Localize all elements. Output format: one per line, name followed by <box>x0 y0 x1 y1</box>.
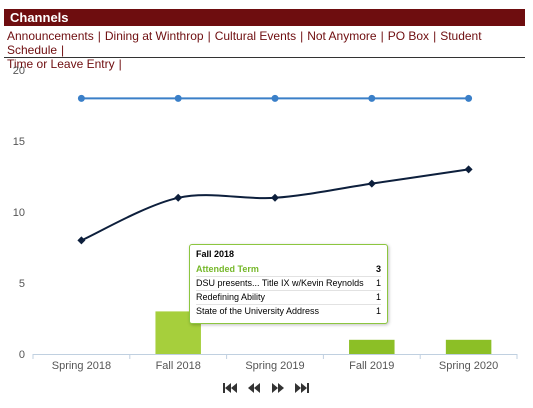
x-tick-label: Fall 2018 <box>156 360 201 372</box>
series-point <box>77 94 85 102</box>
tooltip-title: Fall 2018 <box>196 249 235 259</box>
chart-tooltip: Fall 2018 Attended Term 3 DSU presents..… <box>189 244 388 324</box>
series-point <box>368 94 376 102</box>
tooltip-row-value: 1 <box>375 292 381 302</box>
separator: | <box>300 29 304 43</box>
channel-link-time-leave[interactable]: Time or Leave Entry <box>7 57 115 71</box>
y-tick-label: 15 <box>13 136 25 148</box>
divider <box>4 57 525 58</box>
x-tick-label: Spring 2020 <box>439 360 498 372</box>
tooltip-row-label: Redefining Ability <box>196 292 266 302</box>
channel-link-cultural-events[interactable]: Cultural Events <box>214 29 297 43</box>
x-tick-label: Spring 2019 <box>245 360 304 372</box>
series-point <box>271 193 279 202</box>
chart-navigation <box>221 381 321 395</box>
y-tick-label: 20 <box>13 65 25 77</box>
x-tick-label: Spring 2018 <box>52 360 111 372</box>
series-point <box>77 236 86 245</box>
tooltip-row: State of the University Address 1 <box>196 305 381 318</box>
next-icon[interactable] <box>269 381 287 395</box>
tooltip-header-row: Attended Term 3 <box>196 263 381 277</box>
separator: | <box>433 29 437 43</box>
series-point <box>174 94 182 102</box>
series-point <box>271 94 279 102</box>
channels-header: Channels <box>4 9 525 26</box>
tooltip-row-label: DSU presents... Title IX w/Kevin Reynold… <box>196 278 364 288</box>
channel-link-announcements[interactable]: Announcements <box>7 29 94 43</box>
tooltip-row: Redefining Ability 1 <box>196 291 381 305</box>
bar <box>445 339 492 354</box>
channel-links: Announcements | Dining at Winthrop | Cultura… <box>7 29 522 71</box>
y-tick-label: 5 <box>19 278 25 290</box>
bar <box>349 339 395 354</box>
attendance-chart: 0 5 10 15 20 Spring 2018 Fall 2018 Spring 2019 F… <box>13 65 518 372</box>
tooltip-header-value: 3 <box>375 264 381 274</box>
separator: | <box>61 43 65 57</box>
tooltip-row: DSU presents... Title IX w/Kevin Reynold… <box>196 277 381 291</box>
channel-link-not-anymore[interactable]: Not Anymore <box>307 29 377 43</box>
last-icon[interactable] <box>293 381 311 395</box>
tooltip-row-value: 1 <box>375 278 381 288</box>
x-tick-label: Fall 2019 <box>349 360 394 372</box>
separator: | <box>380 29 384 43</box>
first-icon[interactable] <box>221 381 239 395</box>
series-point <box>465 94 473 102</box>
series-line <box>80 168 469 242</box>
channel-link-student-schedule[interactable]: Student Schedule <box>7 29 482 57</box>
y-tick-label: 0 <box>19 349 25 361</box>
y-tick-label: 10 <box>13 207 25 219</box>
channels-title: Channels <box>10 10 69 25</box>
tooltip-row-label: State of the University Address <box>196 306 320 316</box>
channel-link-dining[interactable]: Dining at Winthrop <box>104 29 204 43</box>
separator: | <box>118 57 122 71</box>
separator: | <box>97 29 101 43</box>
tooltip-header-label: Attended Term <box>196 264 259 274</box>
separator: | <box>207 29 211 43</box>
series-point <box>174 193 183 202</box>
series-point <box>464 165 473 174</box>
series-point <box>367 179 376 188</box>
tooltip-row-value: 1 <box>375 306 381 316</box>
previous-icon[interactable] <box>245 381 263 395</box>
channel-link-po-box[interactable]: PO Box <box>387 29 430 43</box>
